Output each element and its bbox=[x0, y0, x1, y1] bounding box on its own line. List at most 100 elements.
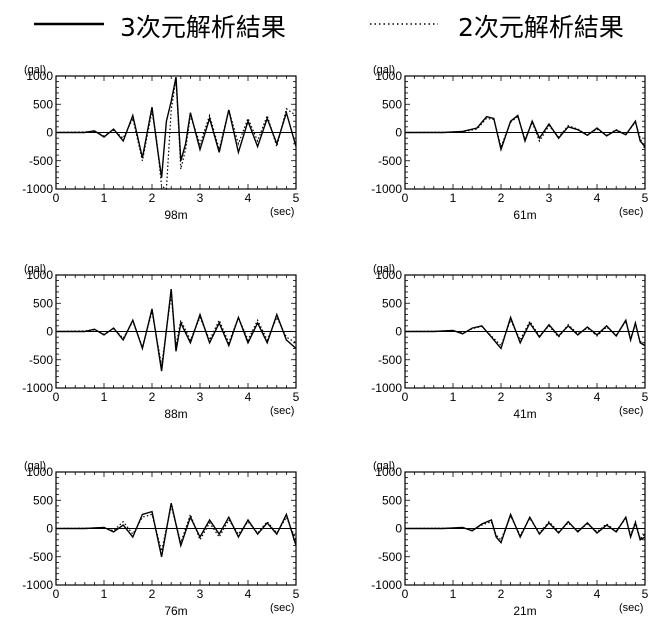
x-tick-label: 5 bbox=[642, 390, 649, 404]
x-tick-label: 4 bbox=[594, 390, 601, 404]
chart-panel-76m: 0 1 2 3 4 5 1000 500 0 -500 -1000 (gal) (sec) 76m bbox=[22, 460, 299, 618]
x-axis-label: (sec) bbox=[270, 405, 294, 417]
series-2d-line bbox=[404, 318, 646, 347]
y-axis-label: (gal) bbox=[24, 263, 46, 275]
depth-caption: 88m bbox=[164, 407, 187, 421]
x-tick-label: 0 bbox=[53, 191, 60, 205]
x-tick-label: 5 bbox=[293, 587, 300, 601]
series-2d-line bbox=[55, 78, 297, 191]
y-axis-label: (gal) bbox=[373, 64, 395, 76]
x-tick-label: 5 bbox=[642, 587, 649, 601]
x-tick-label: 2 bbox=[498, 587, 505, 601]
x-tick-label: 0 bbox=[402, 191, 409, 205]
chart-panel-41m: 0 1 2 3 4 5 1000 500 0 -500 -1000 (gal) (sec) 41m bbox=[371, 263, 648, 421]
y-tick-label: 0 bbox=[46, 126, 53, 140]
y-tick-label: 1000 bbox=[375, 268, 402, 282]
x-tick-label: 1 bbox=[101, 587, 108, 601]
y-tick-label: 500 bbox=[382, 493, 402, 507]
x-tick-label: 2 bbox=[498, 390, 505, 404]
x-tick-label: 3 bbox=[546, 587, 553, 601]
x-tick-label: 3 bbox=[197, 191, 204, 205]
depth-caption: 21m bbox=[513, 604, 536, 618]
x-tick-label: 5 bbox=[293, 390, 300, 404]
x-tick-label: 5 bbox=[293, 191, 300, 205]
y-tick-label: 500 bbox=[382, 296, 402, 310]
y-tick-label: 500 bbox=[33, 493, 53, 507]
y-tick-label: 0 bbox=[46, 522, 53, 536]
x-axis-label: (sec) bbox=[619, 405, 643, 417]
x-tick-label: 3 bbox=[546, 191, 553, 205]
series-3d-line bbox=[56, 502, 297, 557]
depth-caption: 98m bbox=[164, 208, 187, 222]
x-tick-label: 2 bbox=[149, 390, 156, 404]
y-axis-label: (gal) bbox=[373, 460, 395, 472]
y-tick-label: 0 bbox=[395, 325, 402, 339]
x-tick-label: 4 bbox=[245, 191, 252, 205]
x-tick-label: 1 bbox=[101, 390, 108, 404]
legend-solid-label: 3次元解析結果 bbox=[120, 13, 286, 42]
x-tick-label: 2 bbox=[498, 191, 505, 205]
y-tick-label: 0 bbox=[395, 126, 402, 140]
y-tick-label: 500 bbox=[33, 296, 53, 310]
series-2d-line bbox=[55, 505, 297, 552]
series-3d-line bbox=[405, 315, 646, 350]
y-tick-label: -500 bbox=[378, 353, 402, 367]
y-tick-label: 1000 bbox=[26, 465, 53, 479]
y-tick-label: -500 bbox=[29, 550, 53, 564]
x-tick-label: 3 bbox=[197, 587, 204, 601]
y-tick-label: -500 bbox=[29, 154, 53, 168]
y-tick-label: -1000 bbox=[22, 381, 53, 395]
x-tick-label: 0 bbox=[53, 390, 60, 404]
x-tick-label: 3 bbox=[546, 390, 553, 404]
y-tick-label: 500 bbox=[382, 97, 402, 111]
chart-panel-21m: 0 1 2 3 4 5 1000 500 0 -500 -1000 (gal) (sec) 21m bbox=[371, 460, 648, 618]
y-tick-label: 0 bbox=[395, 522, 402, 536]
y-tick-label: -1000 bbox=[22, 578, 53, 592]
y-tick-label: 1000 bbox=[375, 69, 402, 83]
y-axis-label: (gal) bbox=[24, 460, 46, 472]
series-3d-line bbox=[405, 512, 646, 544]
x-tick-label: 4 bbox=[594, 587, 601, 601]
series-3d-line bbox=[56, 76, 297, 178]
legend: 3次元解析結果 2次元解析結果 bbox=[34, 13, 624, 42]
x-axis-label: (sec) bbox=[619, 602, 643, 614]
x-tick-label: 1 bbox=[450, 390, 457, 404]
chart-panel-88m: 0 1 2 3 4 5 1000 500 0 -500 -1000 (gal) (sec) 88m bbox=[22, 263, 299, 421]
x-tick-label: 1 bbox=[101, 191, 108, 205]
y-axis-label: (gal) bbox=[373, 263, 395, 275]
y-tick-label: -1000 bbox=[371, 182, 402, 196]
depth-caption: 76m bbox=[164, 604, 187, 618]
depth-caption: 61m bbox=[513, 208, 536, 222]
x-axis-label: (sec) bbox=[270, 206, 294, 218]
series-3d-line bbox=[405, 114, 646, 152]
x-tick-label: 0 bbox=[53, 587, 60, 601]
y-axis-label: (gal) bbox=[24, 64, 46, 76]
x-tick-label: 0 bbox=[402, 390, 409, 404]
x-tick-label: 2 bbox=[149, 191, 156, 205]
x-tick-label: 1 bbox=[450, 191, 457, 205]
x-tick-label: 4 bbox=[245, 390, 252, 404]
y-tick-label: 1000 bbox=[375, 465, 402, 479]
y-tick-label: 1000 bbox=[26, 268, 53, 282]
x-tick-label: 5 bbox=[642, 191, 649, 205]
chart-panel-61m: 0 1 2 3 4 5 1000 500 0 -500 -1000 (gal) (sec) 61m bbox=[371, 64, 648, 222]
series-3d-line bbox=[56, 289, 297, 372]
x-tick-label: 4 bbox=[245, 587, 252, 601]
series-2d-line bbox=[404, 514, 646, 541]
x-axis-label: (sec) bbox=[619, 206, 643, 218]
x-tick-label: 0 bbox=[402, 587, 409, 601]
y-tick-label: -1000 bbox=[371, 578, 402, 592]
depth-caption: 41m bbox=[513, 407, 536, 421]
legend-dotted-label: 2次元解析結果 bbox=[458, 13, 624, 42]
x-tick-label: 2 bbox=[149, 587, 156, 601]
y-tick-label: 0 bbox=[46, 325, 53, 339]
x-tick-label: 1 bbox=[450, 587, 457, 601]
series-2d-line bbox=[55, 294, 297, 366]
y-tick-label: -1000 bbox=[371, 381, 402, 395]
y-tick-label: -500 bbox=[378, 550, 402, 564]
y-tick-label: -500 bbox=[29, 353, 53, 367]
x-tick-label: 3 bbox=[197, 390, 204, 404]
y-tick-label: -500 bbox=[378, 154, 402, 168]
